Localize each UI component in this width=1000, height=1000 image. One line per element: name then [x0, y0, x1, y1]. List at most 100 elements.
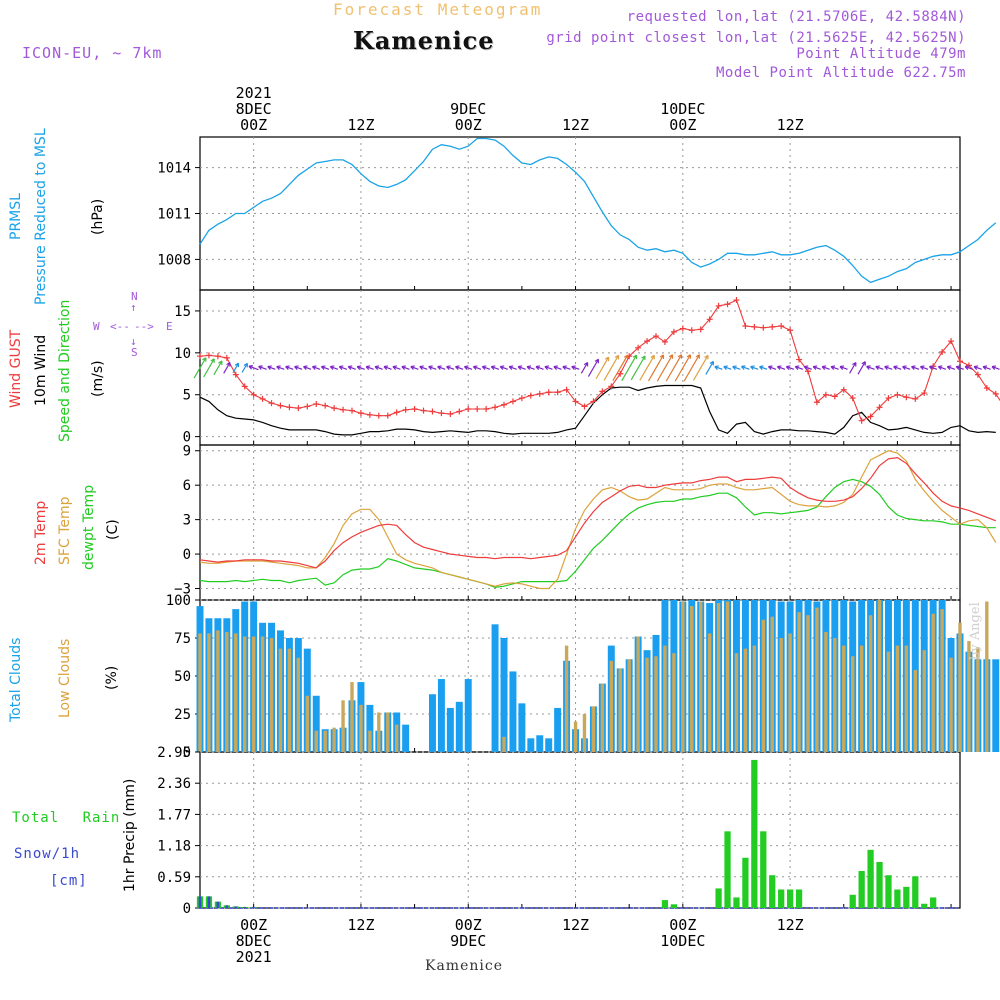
gust-point: [581, 403, 588, 410]
rain-bar: [760, 831, 767, 908]
wind-direction-arrow: [248, 365, 259, 371]
gust-point: [715, 302, 722, 309]
wind-direction-arrow: [562, 365, 571, 370]
wind-arrow-head: [383, 365, 389, 370]
low-cloud-bar: [296, 657, 301, 752]
gust-point: [867, 413, 874, 420]
gust-point: [286, 404, 293, 411]
wind-speed-line: [199, 384, 996, 436]
wind-direction-arrow: [902, 365, 911, 370]
low-cloud-bar: [627, 659, 631, 752]
rain-bar: [912, 876, 919, 908]
wind-arrow-head: [285, 365, 290, 370]
snow-label: Snow/1h: [14, 846, 81, 862]
wind-arrow-head: [955, 365, 961, 370]
low-cloud-bar: [278, 648, 283, 752]
rain-bar: [849, 894, 856, 908]
total-cloud-bar: [518, 703, 526, 752]
y-tick-label: 2.36: [157, 776, 191, 792]
gust-point: [742, 323, 749, 330]
wind-gust-line: [199, 299, 1000, 422]
wind-arrow-head: [401, 365, 406, 370]
wind-arrow-head: [668, 354, 674, 359]
wind-direction-arrow: [821, 365, 830, 370]
low-cloud-bar: [323, 730, 327, 752]
gust-point: [921, 390, 928, 397]
low-cloud-bar: [582, 714, 587, 752]
gust-point: [402, 406, 409, 413]
low-cloud-bar: [636, 636, 640, 752]
gust-point: [277, 402, 284, 409]
wind-direction-arrow: [630, 355, 646, 381]
rain-bar: [867, 849, 874, 908]
y-tick-label: 15: [174, 304, 191, 320]
wind-direction-arrow: [544, 365, 553, 370]
gust-point: [948, 338, 955, 345]
wind-direction-arrow: [884, 365, 893, 370]
wind-arrow-head: [243, 362, 248, 368]
wind-direction-arrow: [276, 365, 285, 370]
rain-bar: [795, 889, 803, 908]
wind-arrow-head: [210, 358, 215, 363]
wind-arrow-head: [623, 354, 629, 360]
wind-arrow-head: [839, 365, 845, 370]
gust-point: [760, 324, 767, 331]
low-cloud-bar: [716, 603, 721, 752]
wind-arrow-head: [884, 365, 889, 370]
wind-arrow-head: [723, 365, 728, 370]
y-tick-label: 1011: [157, 207, 191, 223]
gust-point: [250, 391, 257, 398]
wind-direction-arrow: [321, 365, 330, 370]
low-cloud-bar: [234, 633, 238, 752]
wind-arrow-head: [861, 361, 866, 366]
low-cloud-bar: [386, 712, 390, 752]
rain-bar: [670, 904, 678, 908]
wind-arrow-head: [911, 365, 916, 370]
gust-point: [661, 338, 668, 345]
gust-point: [679, 325, 686, 332]
low-cloud-bar: [842, 645, 846, 752]
gust-point: [894, 391, 901, 398]
low-cloud-bar: [770, 616, 774, 752]
gust-point: [983, 385, 990, 392]
gust-point: [617, 370, 624, 377]
wind-direction-arrow: [705, 361, 714, 375]
low-cloud-bar: [922, 650, 926, 752]
wind-direction-arrow: [410, 365, 419, 370]
gust-point: [724, 301, 731, 308]
wind-direction-arrow: [312, 365, 321, 370]
gust-point: [670, 328, 677, 335]
gust-point: [733, 297, 740, 304]
bottom-time-label: 12Z: [777, 916, 804, 934]
snow-bar: [225, 905, 229, 908]
wind-arrow-head: [481, 365, 487, 370]
gust-point: [769, 323, 776, 330]
top-time-label: 12Z: [347, 116, 374, 134]
rain-bar: [769, 875, 776, 908]
south-arrow-icon: ↓: [130, 335, 137, 348]
bottom-time-label: 9DEC: [450, 932, 486, 950]
wind-arrow-head: [594, 358, 600, 364]
gust-point: [545, 389, 552, 396]
top-time-label: 00Z: [669, 116, 696, 134]
wind-arrow-head: [928, 365, 934, 370]
wind-arrow-head: [677, 354, 683, 359]
wind-direction-arrow: [964, 365, 973, 370]
wind-direction-arrow: [830, 365, 839, 370]
wind-direction-legend: N ↑ W <-- --> E ↓ S: [90, 290, 180, 360]
wind-arrow-head: [329, 365, 335, 370]
gust-point: [304, 403, 311, 410]
grid-point-coords: grid point closest lon,lat (21.5625E, 42…: [546, 30, 966, 46]
west-arrow-icon: <--: [110, 320, 130, 333]
low-cloud-bar: [260, 636, 265, 752]
wind-direction-arrow: [535, 365, 544, 370]
low-cloud-bar: [663, 645, 667, 752]
y-tick-label: 0: [183, 745, 191, 761]
gust-point: [608, 383, 615, 390]
wind-direction-arrow: [857, 361, 866, 375]
wind-arrow-head: [571, 365, 576, 370]
wind-arrow-head: [562, 365, 567, 370]
wind-arrow-head: [695, 354, 700, 359]
sfc-temp-line: [199, 450, 997, 590]
wind-arrow-head: [794, 365, 800, 370]
